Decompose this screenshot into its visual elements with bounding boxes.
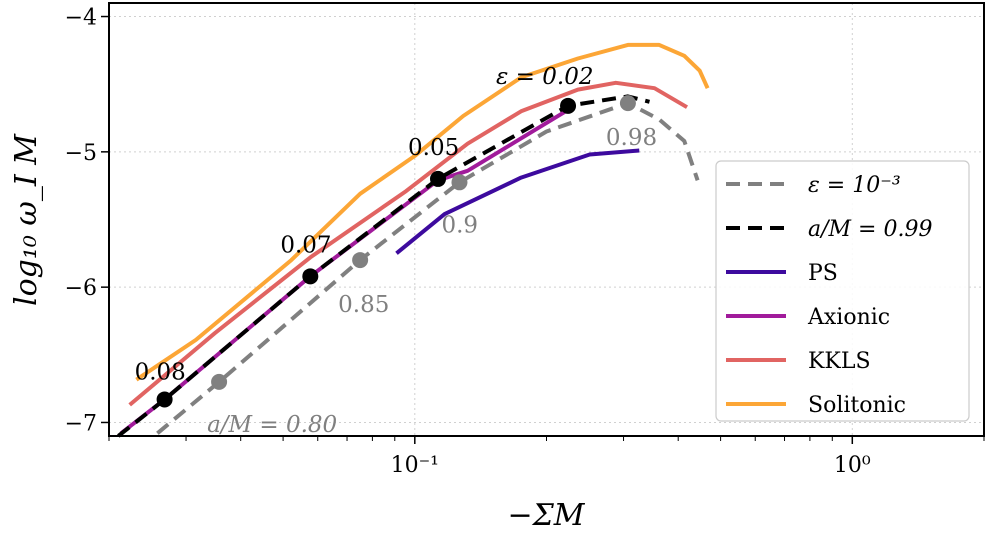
marker-point	[156, 391, 173, 408]
x-tick-label: 10⁰	[834, 453, 871, 478]
legend-label: a/M = 0.99	[808, 217, 932, 242]
series-lines	[117, 42, 710, 438]
y-tick-label: −6	[65, 276, 97, 301]
marker-point	[302, 268, 319, 285]
marker-label: a/M = 0.80	[207, 412, 337, 438]
x-tick-label: 10⁻¹	[391, 453, 439, 478]
legend-label: PS	[808, 261, 838, 286]
marker-label: 0.08	[135, 359, 186, 385]
legend: ε = 10⁻³ a/M = 0.99 PS Axionic KKLS Solitonic	[715, 160, 970, 422]
legend-label: Axionic	[807, 305, 890, 330]
x-axis-label: −ΣM	[507, 498, 585, 533]
marker-label: 0.98	[606, 125, 657, 151]
marker-point	[211, 373, 228, 390]
series-line-ps	[395, 148, 640, 255]
legend-label: Solitonic	[808, 393, 906, 418]
marker-point	[430, 170, 447, 187]
marker-label: ε = 0.02	[496, 64, 593, 90]
legend-box	[715, 160, 970, 422]
series-line-kkls	[128, 80, 689, 407]
marker-point	[352, 252, 369, 269]
series-line-solitonic	[135, 42, 710, 382]
marker-point	[560, 97, 577, 114]
marker-point	[619, 95, 636, 112]
marker-label: 0.05	[408, 135, 459, 161]
series-line-a-m-0-99	[117, 94, 650, 438]
markers: 0.08 0.07 0.05 ε = 0.02 a/M = 0.80 0.85 0.9 0.9…	[135, 64, 658, 438]
ticks: 10⁻¹ 10⁰ −4 −5 −6 −7	[65, 6, 985, 478]
y-tick-label: −4	[65, 6, 97, 31]
marker-label: 0.07	[280, 232, 331, 258]
y-axis-label: log₁₀ ω_I M	[9, 133, 44, 306]
marker-point	[451, 174, 468, 191]
legend-label: ε = 10⁻³	[808, 173, 901, 198]
y-tick-label: −5	[65, 141, 97, 166]
legend-label: KKLS	[808, 349, 871, 374]
marker-label: 0.9	[441, 212, 478, 238]
series-line--10-	[156, 101, 700, 435]
marker-label: 0.85	[338, 292, 389, 318]
y-tick-label: −7	[65, 411, 97, 436]
